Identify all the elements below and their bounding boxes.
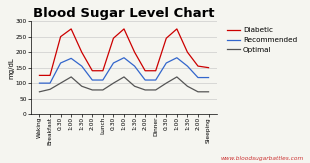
Diabetic: [143, 70, 147, 72]
Recommended: [122, 57, 126, 59]
Recommended: [59, 62, 62, 64]
Recommended: [38, 82, 41, 84]
Line: Optimal: Optimal: [39, 77, 209, 92]
Diabetic: [69, 28, 73, 30]
Recommended: [186, 65, 189, 67]
Optimal: [207, 91, 210, 93]
Recommended: [143, 79, 147, 81]
Text: www.bloodsugarbattles.com: www.bloodsugarbattles.com: [220, 156, 304, 161]
Recommended: [154, 79, 157, 81]
Diabetic: [175, 28, 179, 30]
Diabetic: [91, 70, 94, 72]
Diabetic: [196, 65, 200, 67]
Diabetic: [48, 74, 52, 76]
Optimal: [112, 82, 115, 84]
Optimal: [101, 89, 105, 91]
Optimal: [186, 85, 189, 87]
Recommended: [80, 65, 84, 67]
Diabetic: [207, 67, 210, 69]
Recommended: [69, 57, 73, 59]
Optimal: [143, 89, 147, 91]
Recommended: [101, 79, 105, 81]
Diabetic: [112, 37, 115, 39]
Line: Recommended: Recommended: [39, 58, 209, 83]
Recommended: [207, 77, 210, 79]
Legend: Diabetic, Recommended, Optimal: Diabetic, Recommended, Optimal: [226, 27, 298, 53]
Title: Blood Sugar Level Chart: Blood Sugar Level Chart: [33, 7, 215, 20]
Diabetic: [59, 36, 62, 38]
Optimal: [175, 76, 179, 78]
Diabetic: [164, 37, 168, 39]
Diabetic: [101, 70, 105, 72]
Diabetic: [80, 51, 84, 53]
Optimal: [91, 89, 94, 91]
Diabetic: [154, 70, 157, 72]
Optimal: [69, 76, 73, 78]
Diabetic: [133, 51, 136, 53]
Diabetic: [38, 74, 41, 76]
Optimal: [122, 76, 126, 78]
Optimal: [164, 82, 168, 84]
Optimal: [38, 91, 41, 93]
Recommended: [48, 82, 52, 84]
Recommended: [196, 77, 200, 79]
Optimal: [154, 89, 157, 91]
Recommended: [164, 62, 168, 64]
Recommended: [133, 65, 136, 67]
Recommended: [91, 79, 94, 81]
Diabetic: [122, 28, 126, 30]
Diabetic: [186, 51, 189, 53]
Y-axis label: mg/dL: mg/dL: [8, 57, 14, 79]
Optimal: [196, 91, 200, 93]
Optimal: [48, 88, 52, 90]
Optimal: [133, 85, 136, 87]
Optimal: [59, 82, 62, 84]
Optimal: [80, 85, 84, 87]
Recommended: [175, 57, 179, 59]
Line: Diabetic: Diabetic: [39, 29, 209, 75]
Recommended: [112, 62, 115, 64]
